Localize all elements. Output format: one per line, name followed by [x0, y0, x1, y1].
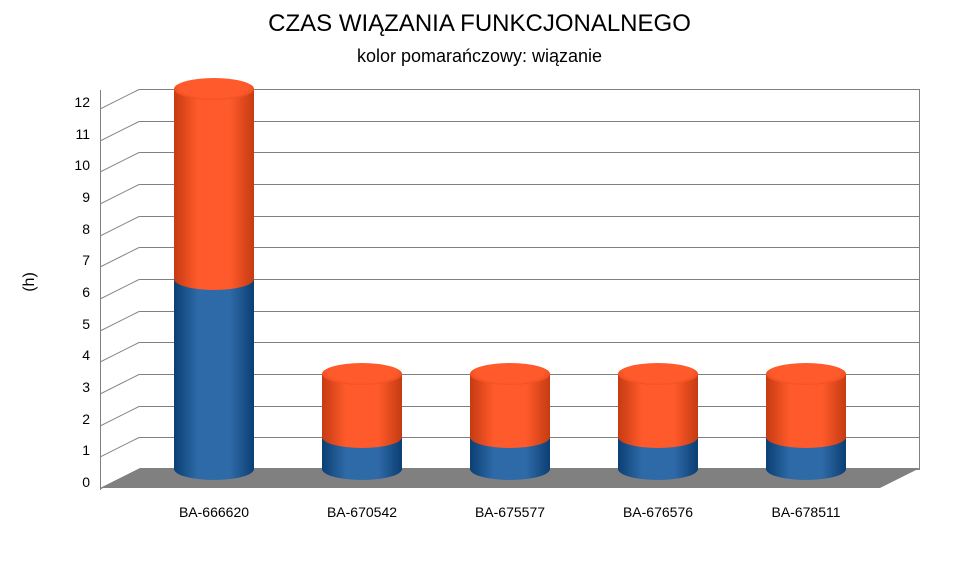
y-axis-title: (h): [21, 272, 39, 292]
gridline: [140, 89, 920, 90]
chart-container: CZAS WIĄZANIA FUNKCJONALNEGO kolor pomar…: [0, 0, 959, 563]
x-tick-label: BA-675577: [475, 504, 545, 520]
gridline-side: [100, 469, 141, 490]
y-tick-label: 7: [50, 252, 90, 268]
gridline: [140, 121, 920, 122]
gridline-side: [100, 184, 141, 205]
bar-segment: [174, 279, 254, 469]
bar-cylinder: [174, 78, 254, 480]
y-tick-label: 6: [50, 284, 90, 300]
y-tick-label: 4: [50, 347, 90, 363]
x-tick-label: BA-676576: [623, 504, 693, 520]
gridline-side: [100, 89, 141, 110]
y-tick-label: 11: [50, 126, 90, 142]
gridline: [140, 247, 920, 248]
bar-base: [174, 458, 254, 480]
y-tick-label: 0: [50, 474, 90, 490]
y-tick-label: 9: [50, 189, 90, 205]
gridline-side: [100, 437, 141, 458]
y-tick-label: 2: [50, 411, 90, 427]
bar-segment-top: [322, 363, 402, 385]
bar-segment-top: [618, 363, 698, 385]
gridline: [140, 279, 920, 280]
y-tick-label: 5: [50, 316, 90, 332]
gridline: [140, 342, 920, 343]
bar-segment-top: [174, 78, 254, 100]
bar-base: [618, 458, 698, 480]
gridline-side: [100, 121, 141, 142]
gridline: [140, 311, 920, 312]
chart-title: CZAS WIĄZANIA FUNKCJONALNEGO: [0, 10, 959, 38]
x-tick-label: BA-670542: [327, 504, 397, 520]
gridline: [140, 216, 920, 217]
gridline-side: [100, 406, 141, 427]
back-wall-right-edge: [919, 90, 920, 470]
y-tick-label: 8: [50, 221, 90, 237]
plot-area: 0123456789101112BA-666620BA-670542BA-675…: [100, 90, 920, 490]
x-tick-label: BA-666620: [179, 504, 249, 520]
y-tick-label: 3: [50, 379, 90, 395]
bar-cylinder: [618, 363, 698, 480]
gridline-side: [100, 216, 141, 237]
bar-segment-top: [470, 363, 550, 385]
bar-cylinder: [470, 363, 550, 480]
gridline-side: [100, 374, 141, 395]
bar-base: [322, 458, 402, 480]
bar-base: [766, 458, 846, 480]
bar-cylinder: [322, 363, 402, 480]
bar-base: [470, 458, 550, 480]
y-tick-label: 1: [50, 442, 90, 458]
gridline-side: [100, 152, 141, 173]
gridline: [140, 152, 920, 153]
chart-subtitle: kolor pomarańczowy: wiązanie: [0, 46, 959, 67]
bar-segment: [174, 89, 254, 279]
y-tick-label: 12: [50, 94, 90, 110]
gridline-side: [100, 247, 141, 268]
y-tick-label: 10: [50, 157, 90, 173]
gridline-side: [100, 279, 141, 300]
bar-cylinder: [766, 363, 846, 480]
x-tick-label: BA-678511: [771, 504, 840, 520]
gridline: [140, 184, 920, 185]
gridline-side: [100, 311, 141, 332]
gridline-side: [100, 342, 141, 363]
bar-segment-top: [766, 363, 846, 385]
